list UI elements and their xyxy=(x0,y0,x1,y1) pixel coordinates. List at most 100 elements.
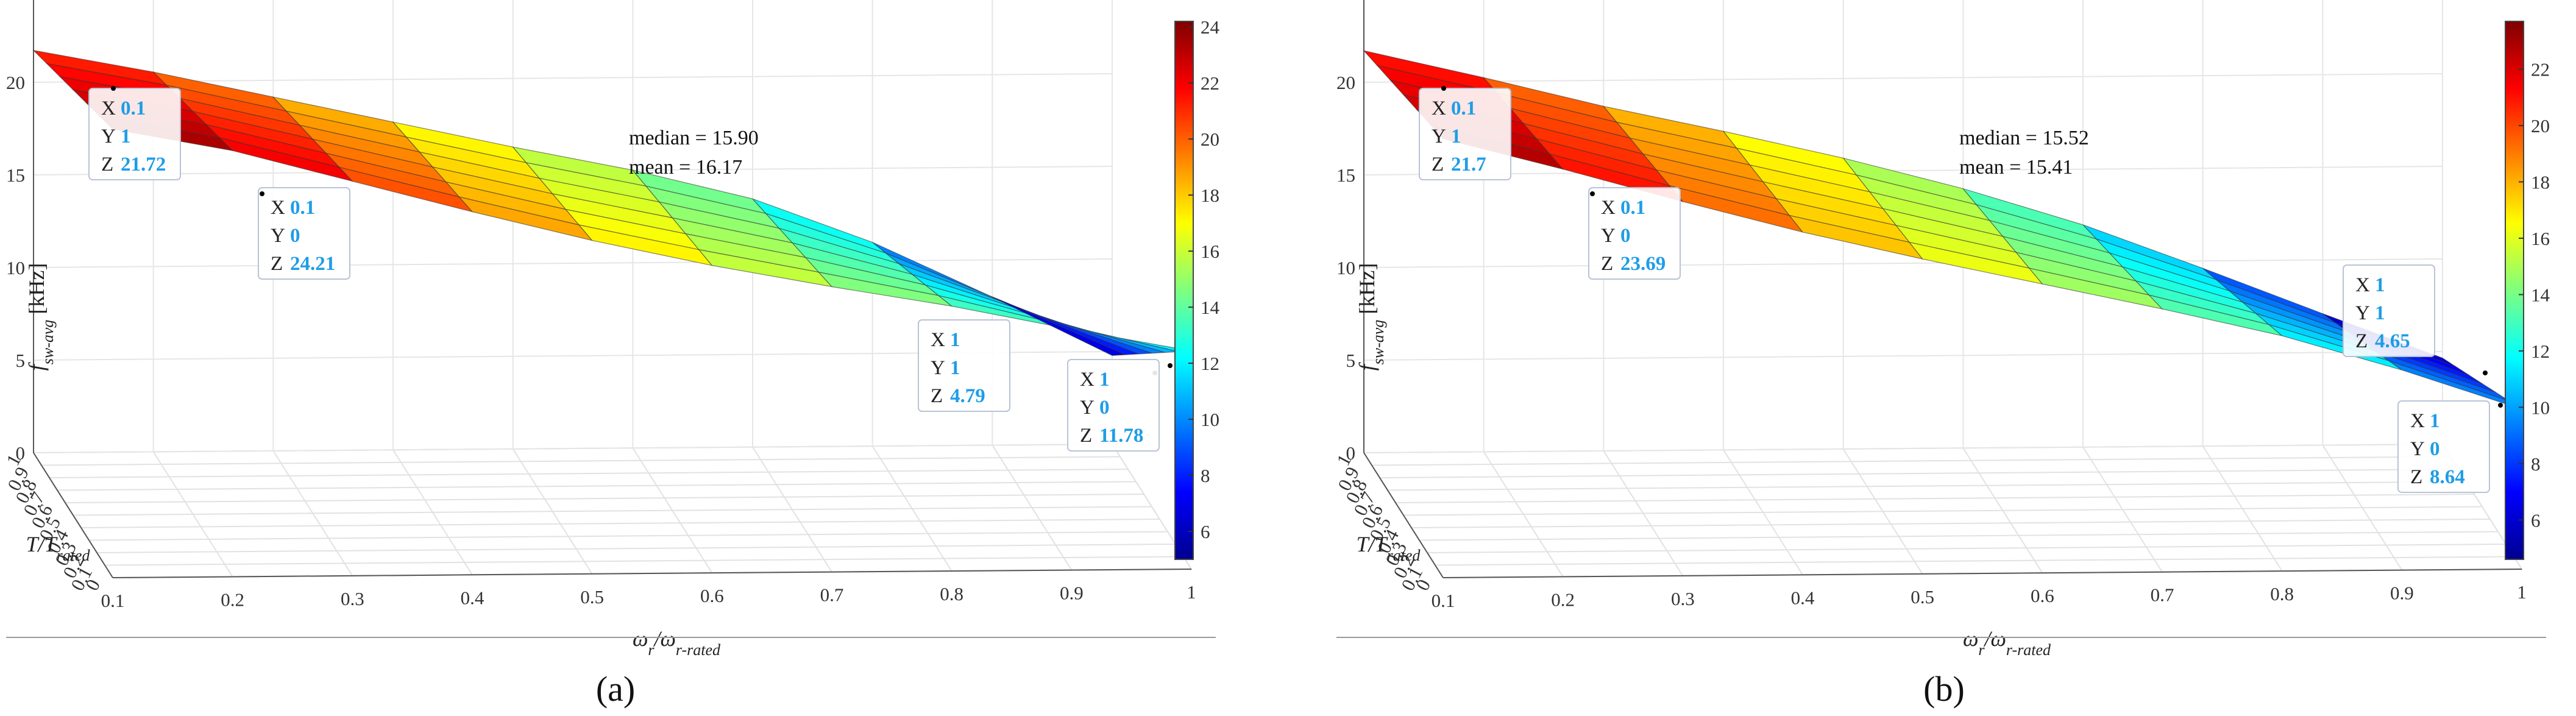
colorbar-tick-label: 8 xyxy=(1201,465,1210,486)
colorbar-tick-label: 6 xyxy=(2531,509,2541,531)
x-tick-label: 1 xyxy=(1187,581,1196,603)
datatip: X 1Y 0Z 8.64 xyxy=(2397,400,2503,493)
datatip-box xyxy=(1067,359,1160,452)
y-axis-label: T/Trated xyxy=(1357,532,1421,564)
datatip-key: Z xyxy=(271,253,283,275)
z-tick-label: 15 xyxy=(1336,165,1355,186)
datatips-b: X 0.1Y 1Z 21.7X 0.1Y 0Z 23.69X 1Y 1Z 4.65X 1Y 0Z 8.6… xyxy=(1419,86,2503,493)
z-tick-label: 25 xyxy=(6,0,25,1)
floor-grid-line xyxy=(1411,519,2491,528)
floor-grid-line xyxy=(1427,544,2507,553)
back-grid-line xyxy=(1363,351,2443,361)
datatip-marker xyxy=(1168,363,1173,368)
colorbar-b: 22 20 18 16 14 12 10 8 6 xyxy=(2505,21,2550,560)
datatip-key: X xyxy=(101,97,116,119)
datatip-key: Z xyxy=(1080,425,1092,447)
datatip-key: X xyxy=(2355,274,2370,296)
floor-grid-line xyxy=(1403,506,2483,516)
datatip-value: 8.64 xyxy=(2430,466,2465,488)
datatip-value: 1 xyxy=(2430,410,2440,432)
back-grid-line xyxy=(33,73,1113,83)
datatip-key: Z xyxy=(1432,154,1444,175)
z-tick-label: 15 xyxy=(6,165,25,186)
datatip-marker xyxy=(2498,403,2503,408)
x-axis-label: ωr/ωr-rated xyxy=(633,626,721,659)
datatip-key: Z xyxy=(1601,253,1613,275)
datatip-key: X xyxy=(1080,369,1095,391)
back-grid-line xyxy=(33,444,1113,453)
datatip: X 1Y 1Z 4.65 xyxy=(2343,264,2488,375)
colorbar-gradient xyxy=(1174,21,1194,560)
z-tick-label: 0 xyxy=(1346,442,1356,464)
datatip-box xyxy=(2397,400,2490,493)
colorbar-tick-label: 22 xyxy=(1201,73,1219,94)
surface-patch xyxy=(992,296,1126,356)
floor-grid-line xyxy=(1395,494,2475,503)
x-tick-label: 0.7 xyxy=(2151,584,2174,606)
colorbar-tick-label: 24 xyxy=(1201,16,1220,38)
colorbar-tick-label: 16 xyxy=(2531,228,2550,249)
z-tick-label: 10 xyxy=(1336,257,1355,278)
datatip-value: 0.1 xyxy=(121,97,146,119)
x-tick-label: 0.8 xyxy=(940,583,963,604)
stats-median-a: median = 15.90 xyxy=(629,127,759,149)
z-axis-label: fsw-avg [kHz] xyxy=(1355,263,1387,371)
floor-grid-line xyxy=(1387,481,2467,491)
datatip-box xyxy=(918,319,1010,412)
surface-a xyxy=(32,49,1192,356)
x-axis-line xyxy=(1442,569,2522,578)
floor-grid-line xyxy=(73,506,1152,516)
datatips-a: X 0.1Y 1Z 21.72X 0.1Y 0Z 24.21X 1Y 1Z 4.79X 1Y 0Z 11… xyxy=(88,86,1173,452)
labels-b: fsw-avg [kHz] ωr/ωr-rated T/Trated xyxy=(1336,263,2546,659)
datatip-key: Y xyxy=(271,225,285,247)
colorbar-tick-label: 12 xyxy=(1201,353,1219,374)
colorbar-tick-label: 10 xyxy=(1201,409,1219,430)
datatip-marker xyxy=(1441,86,1446,91)
floor-grid-line xyxy=(1379,469,2459,478)
datatip-value: 1 xyxy=(950,329,960,351)
x-tick-label: 0.9 xyxy=(2390,583,2414,604)
datatip-value: 0 xyxy=(2430,438,2440,460)
stats-mean-b: mean = 15.41 xyxy=(1959,156,2073,179)
z-tick-label: 5 xyxy=(16,350,26,371)
colorbar-tick-label: 22 xyxy=(2531,59,2550,80)
datatip-marker xyxy=(260,191,264,196)
datatip-box xyxy=(2343,264,2435,357)
stats-mean-a: mean = 16.17 xyxy=(629,156,742,179)
datatip-value: 24.21 xyxy=(290,253,335,275)
colorbar-tick-label: 8 xyxy=(2531,453,2541,475)
z-tick-label: 10 xyxy=(6,257,25,278)
datatip-value: 0.1 xyxy=(1620,197,1645,219)
z-tick-label: 0 xyxy=(16,442,26,464)
datatip-key: Z xyxy=(101,154,113,175)
datatip-value: 11.78 xyxy=(1099,425,1143,447)
datatip-value: 1 xyxy=(1451,126,1461,147)
x-tick-label: 0.9 xyxy=(1060,583,1084,604)
datatip-key: Z xyxy=(931,385,943,407)
datatip-key: X xyxy=(931,329,945,351)
datatip-value: 4.79 xyxy=(950,385,985,407)
datatip-key: X xyxy=(1432,97,1446,119)
caption-a: (a) xyxy=(596,669,635,709)
x-tick-label: 0.8 xyxy=(2270,583,2294,604)
x-tick-label: 0.7 xyxy=(820,584,844,606)
colorbar-tick-label: 14 xyxy=(2531,284,2550,305)
floor-grid-line xyxy=(49,469,1129,478)
datatip-marker xyxy=(2483,370,2488,375)
colorbar-tick-label: 20 xyxy=(2531,115,2550,136)
datatip-marker xyxy=(1590,191,1595,196)
datatip-box xyxy=(258,187,350,280)
surface-patch xyxy=(1005,302,1139,355)
datatip: X 0.1Y 1Z 21.72 xyxy=(88,86,181,180)
datatip-key: Z xyxy=(2355,330,2368,352)
floor-grid-line xyxy=(1435,556,2514,566)
datatip-key: X xyxy=(1601,197,1616,219)
colorbar-a: 24 22 20 18 16 14 12 10 8 6 xyxy=(1174,16,1220,560)
x-tick-label: 0.6 xyxy=(2031,585,2054,606)
floor-grid-line xyxy=(1419,531,2499,541)
x-tick-label: 0.1 xyxy=(1432,590,1455,611)
floor-grid-line xyxy=(88,531,1168,541)
datatip-value: 0 xyxy=(290,225,300,247)
